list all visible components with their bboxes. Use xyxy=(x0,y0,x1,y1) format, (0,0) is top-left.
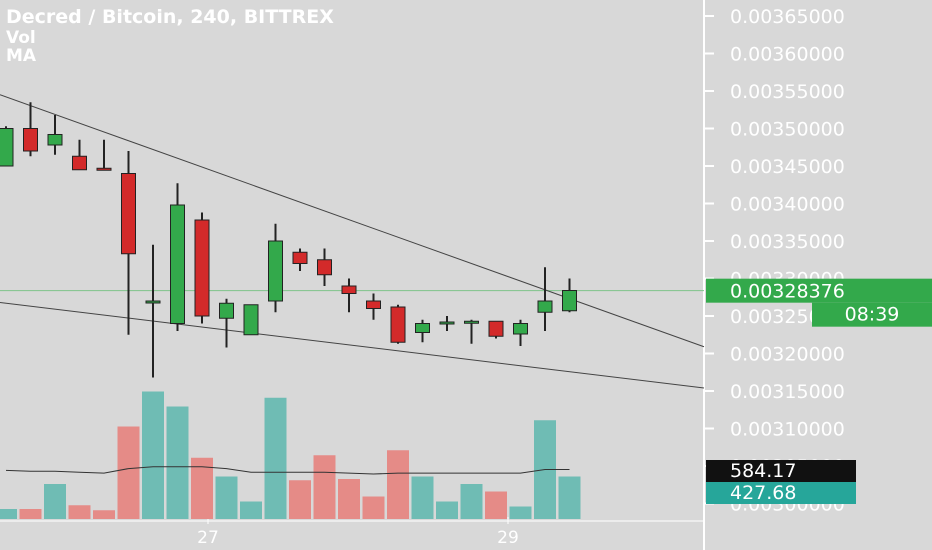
lower-trendline xyxy=(0,302,705,389)
candle-body xyxy=(464,320,479,324)
candle-body xyxy=(121,173,136,255)
price-axis-label: 0.00340000 xyxy=(730,194,845,216)
volume-indicator-label: Vol xyxy=(6,28,36,48)
volume-bar xyxy=(338,479,360,519)
volume-bar xyxy=(44,484,66,519)
price-axis-label: 0.00360000 xyxy=(730,44,845,66)
volume-bar xyxy=(362,496,385,519)
volume-bar xyxy=(460,484,483,519)
candle-body xyxy=(537,300,553,313)
candle-body xyxy=(488,320,504,337)
volume-bar xyxy=(509,506,532,519)
candle-body xyxy=(47,134,63,146)
price-axis-label: 0.00365000 xyxy=(730,6,845,28)
volume-bar xyxy=(240,501,262,519)
price-axis-label: 0.00345000 xyxy=(730,156,845,178)
candle-body xyxy=(219,302,234,319)
candle-body xyxy=(243,304,259,336)
price-axis-label: 0.00335000 xyxy=(730,231,845,253)
volume-bar xyxy=(0,509,17,519)
volume-bar xyxy=(117,426,140,519)
time-axis-label: 29 xyxy=(497,528,519,548)
candle-body xyxy=(23,128,38,152)
ma-indicator-label: MA xyxy=(6,46,37,66)
volume-bar xyxy=(68,505,91,519)
candle-body xyxy=(390,306,406,343)
candle-body xyxy=(562,290,577,312)
volume-ma-value: 584.17 xyxy=(730,460,796,482)
volume-bar xyxy=(166,406,189,519)
countdown-value: 08:39 xyxy=(845,304,900,326)
candle-body xyxy=(317,259,332,276)
candle-body xyxy=(194,219,210,317)
candle-body xyxy=(145,300,161,304)
current-price-badge xyxy=(706,278,932,303)
candle-body xyxy=(513,323,528,335)
time-axis-label: 27 xyxy=(197,528,219,548)
candle-body xyxy=(439,321,455,325)
price-axis-label: 0.00350000 xyxy=(730,119,845,141)
candle-body xyxy=(72,155,87,171)
countdown-badge xyxy=(812,302,932,327)
volume-bar xyxy=(215,476,238,519)
price-axis-label: 0.00355000 xyxy=(730,81,845,103)
candle-body xyxy=(268,240,283,302)
candle-body xyxy=(0,128,14,167)
candle-body xyxy=(96,167,112,171)
volume-bar xyxy=(142,391,164,519)
price-axis-label: 0.00315000 xyxy=(730,381,845,403)
volume-ma-badge xyxy=(706,460,856,482)
volume-badge xyxy=(706,482,856,504)
candle-body xyxy=(170,204,185,324)
volume-bar xyxy=(191,457,213,519)
volume-bar xyxy=(485,491,507,519)
volume-ma-line xyxy=(5,466,570,475)
volume-bar xyxy=(411,476,434,519)
upper-trendline xyxy=(0,94,705,348)
volume-bar xyxy=(313,455,336,519)
volume-bar xyxy=(93,510,115,519)
candle-body xyxy=(366,300,381,309)
price-axis-label: 0.00320000 xyxy=(730,344,845,366)
candle-body xyxy=(341,285,357,294)
volume-bar xyxy=(558,476,581,519)
candle-body xyxy=(292,251,308,264)
volume-bar xyxy=(264,397,287,519)
current-price-value: 0.00328376 xyxy=(730,281,845,303)
volume-bar xyxy=(19,509,42,519)
volume-bar xyxy=(436,501,458,519)
candle-body xyxy=(415,323,430,333)
volume-bar xyxy=(387,450,409,519)
volume-bar xyxy=(289,480,311,519)
volume-value: 427.68 xyxy=(730,482,796,504)
price-axis-label: 0.00310000 xyxy=(730,419,845,441)
chart-title: Decred / Bitcoin, 240, BITTREX xyxy=(6,6,334,28)
